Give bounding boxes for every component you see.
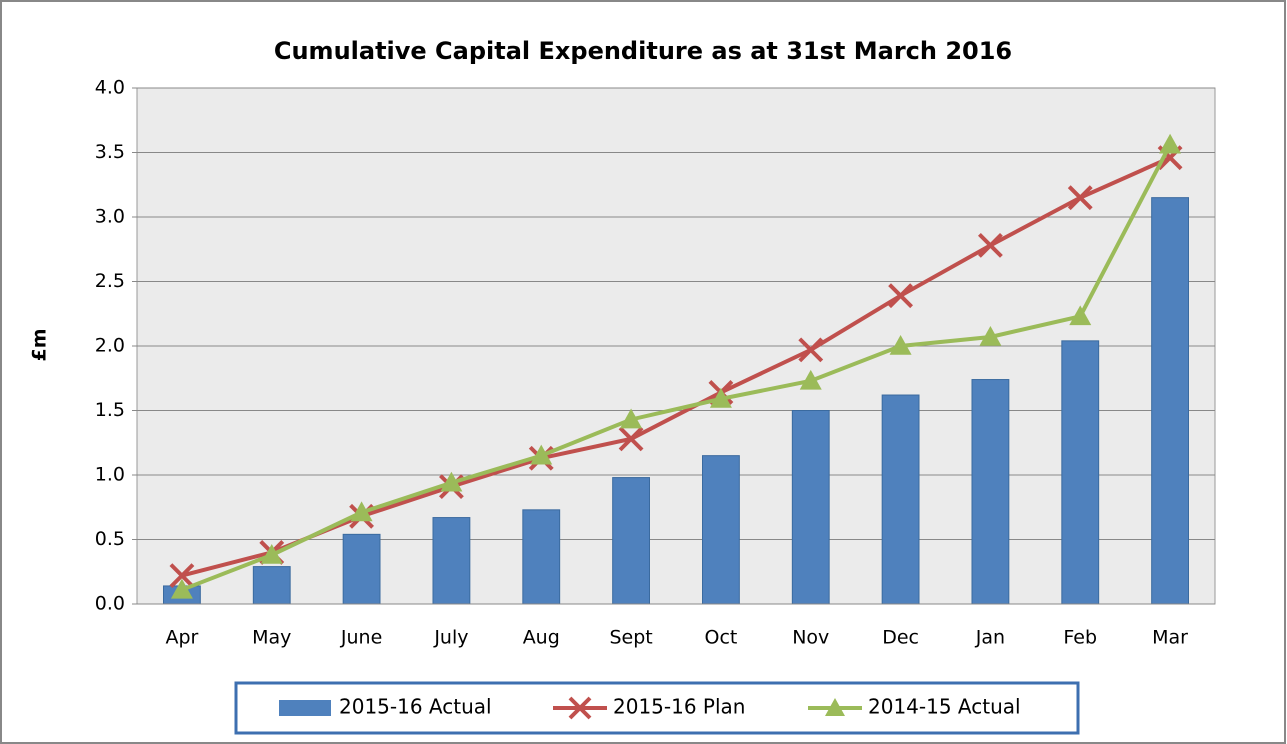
marker-triangle xyxy=(620,408,643,429)
marker-triangle xyxy=(979,325,1002,346)
marker-triangle xyxy=(709,387,732,408)
bar xyxy=(252,566,291,605)
marker-x xyxy=(1067,185,1093,211)
x-tick-label: Mar xyxy=(1152,627,1188,649)
marker-triangle xyxy=(530,444,553,465)
marker-triangle xyxy=(260,543,283,564)
y-tick-label: 3.0 xyxy=(95,206,125,228)
bar xyxy=(612,477,650,605)
legend-marker xyxy=(568,696,592,720)
legend-label: 2014-15 Actual xyxy=(868,695,1021,719)
x-tick-label: July xyxy=(433,627,468,649)
marker-x xyxy=(169,563,195,589)
x-tick-label: Sept xyxy=(609,627,652,649)
marker-x xyxy=(798,337,824,363)
bar xyxy=(1061,340,1100,605)
x-tick-label: May xyxy=(252,627,291,649)
legend-label: 2015-16 Actual xyxy=(339,695,492,719)
x-tick-label: Aug xyxy=(523,627,560,649)
x-tick-label: Nov xyxy=(792,627,829,649)
bar xyxy=(342,533,381,605)
y-tick-label: 3.5 xyxy=(95,141,125,163)
chart-title: Cumulative Capital Expenditure as at 31s… xyxy=(274,37,1012,65)
x-tick-label: Apr xyxy=(165,627,198,649)
y-tick-label: 4.0 xyxy=(95,77,125,99)
y-tick-label: 0.0 xyxy=(95,593,125,615)
legend-marker xyxy=(825,698,845,716)
bar xyxy=(971,379,1010,605)
marker-triangle xyxy=(440,471,463,492)
marker-triangle xyxy=(350,501,373,522)
bar xyxy=(1151,197,1189,605)
marker-x xyxy=(618,426,644,452)
marker-triangle xyxy=(799,369,822,390)
marker-triangle xyxy=(1069,305,1092,326)
bar xyxy=(702,455,740,605)
y-tick-label: 2.5 xyxy=(95,270,125,292)
bar xyxy=(522,509,561,605)
marker-triangle xyxy=(1159,133,1182,154)
x-tick-label: Oct xyxy=(704,627,737,649)
y-tick-label: 1.0 xyxy=(95,464,125,486)
legend-swatch xyxy=(279,700,331,716)
x-tick-label: June xyxy=(340,627,382,649)
marker-triangle xyxy=(889,335,912,355)
x-tick-label: Dec xyxy=(882,627,919,649)
series-line xyxy=(181,143,1172,592)
bar xyxy=(432,517,471,605)
marker-x xyxy=(888,283,913,309)
x-tick-label: Jan xyxy=(975,627,1005,649)
y-tick-label: 0.5 xyxy=(95,528,125,550)
y-axis-label: £m xyxy=(29,328,51,361)
y-tick-label: 2.0 xyxy=(95,335,125,357)
marker-x xyxy=(978,232,1003,258)
legend-label: 2015-16 Plan xyxy=(613,695,745,719)
series-line xyxy=(181,155,1171,578)
legend-box xyxy=(234,681,1080,735)
bar xyxy=(881,394,920,605)
x-tick-label: Feb xyxy=(1063,627,1097,649)
y-tick-label: 1.5 xyxy=(95,399,125,421)
bar xyxy=(791,410,830,605)
marker-triangle xyxy=(170,578,193,599)
